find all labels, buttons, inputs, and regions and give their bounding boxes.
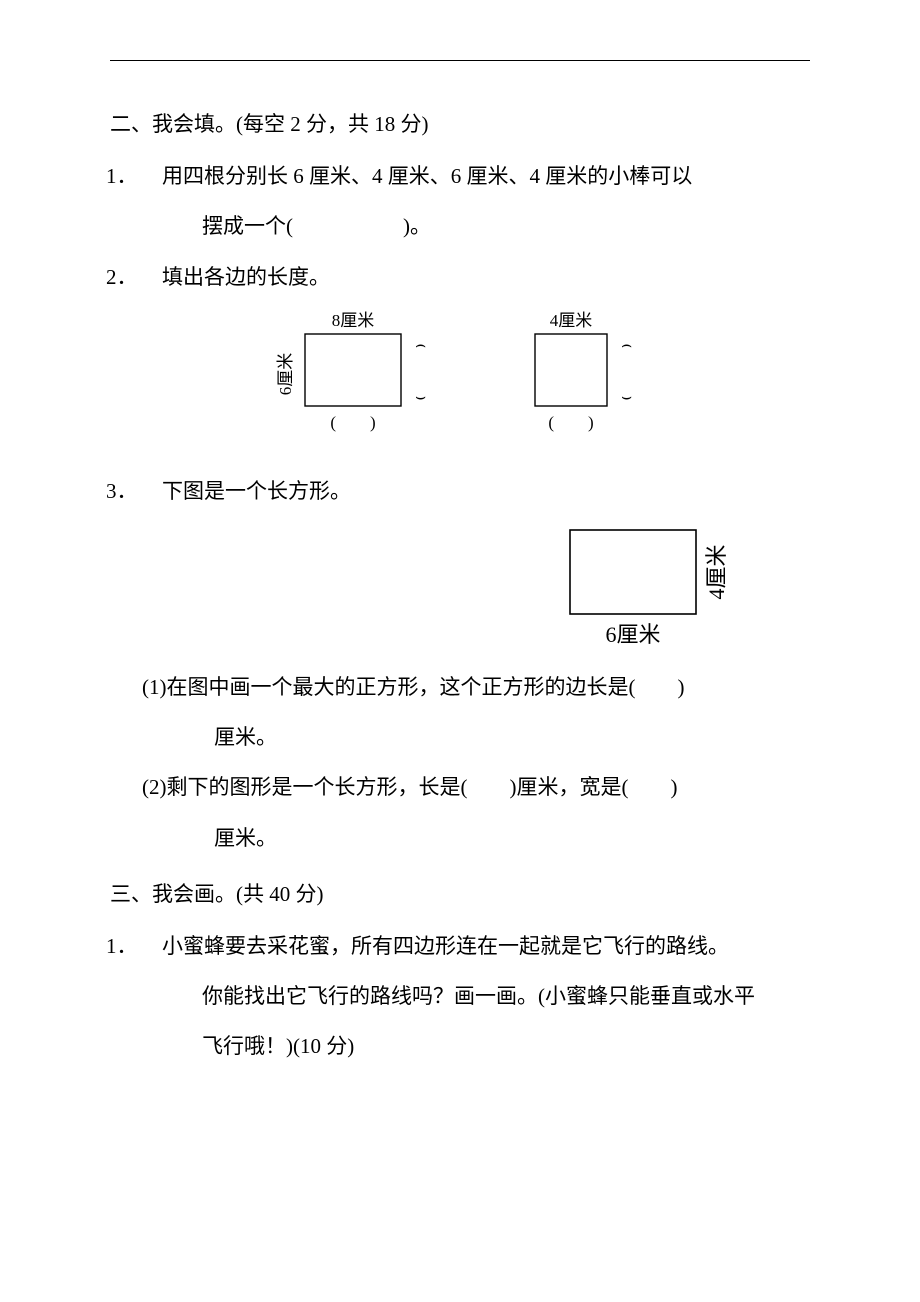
q2-3-sub1-text: 在图中画一个最大的正方形，这个正方形的边长是( )	[167, 675, 685, 699]
q2-2-figures: 8厘米 6厘米 ⌢ ⌣ ( ) 4厘米 ⌢ ⌣ ( )	[110, 310, 810, 450]
q3-1-line1: 1．小蜜蜂要去采花蜜，所有四边形连在一起就是它飞行的路线。	[110, 923, 810, 969]
q3-1-text1: 小蜜蜂要去采花蜜，所有四边形连在一起就是它飞行的路线。	[162, 934, 729, 958]
q2-3-sub1-line2: 厘米。	[110, 714, 810, 760]
fig3-right-label: 4厘米	[704, 544, 729, 599]
q2-2-text: 填出各边的长度。	[162, 265, 330, 289]
top-rule	[110, 60, 810, 61]
fig1-rect	[305, 334, 401, 406]
fig3-rect	[570, 530, 696, 614]
q2-3-sub1-line1: (1)在图中画一个最大的正方形，这个正方形的边长是( )	[110, 664, 810, 710]
q2-1-number: 1．	[134, 153, 162, 199]
q2-3-sub1-label: (1)	[142, 675, 167, 699]
section-3-title: 三、我会画。(共 40 分)	[110, 871, 810, 917]
fig1-top-label: 8厘米	[332, 311, 375, 330]
q2-3-fig: 6厘米 4厘米	[560, 520, 770, 660]
q2-3-sub2-line1: (2)剩下的图形是一个长方形，长是( )厘米，宽是( )	[110, 764, 810, 810]
q2-2-fig2: 4厘米 ⌢ ⌣ ( )	[505, 310, 665, 450]
q2-2-fig1: 8厘米 6厘米 ⌢ ⌣ ( )	[255, 310, 445, 450]
fig1-right-top-paren: ⌢	[415, 335, 426, 354]
fig1-left-label: 6厘米	[276, 353, 295, 396]
fig2-right-top-paren: ⌢	[621, 335, 632, 354]
q2-3-figure-wrap: 6厘米 4厘米	[110, 520, 810, 660]
q2-3-sub2-line2: 厘米。	[110, 815, 810, 861]
q2-3-line1: 3．下图是一个长方形。	[110, 468, 810, 514]
q3-1-line3: 飞行哦！)(10 分)	[110, 1023, 810, 1069]
fig2-bottom-paren: ( )	[548, 413, 593, 432]
q2-1-suffix: )。	[403, 214, 431, 238]
fig2-rect	[535, 334, 607, 406]
q2-1-line1: 1．用四根分别长 6 厘米、4 厘米、6 厘米、4 厘米的小棒可以	[110, 153, 810, 199]
q2-2-line1: 2．填出各边的长度。	[110, 254, 810, 300]
q2-1-text-a: 用四根分别长 6 厘米、4 厘米、6 厘米、4 厘米的小棒可以	[162, 164, 692, 188]
q2-3-number: 3．	[134, 468, 162, 514]
q2-3-text: 下图是一个长方形。	[162, 479, 351, 503]
q2-3-sub2-label: (2)	[142, 775, 167, 799]
fig3-bottom-label: 6厘米	[605, 622, 660, 647]
section-2-title: 二、我会填。(每空 2 分，共 18 分)	[110, 101, 810, 147]
fig2-right-bot-paren: ⌣	[621, 387, 632, 406]
fig2-top-label: 4厘米	[550, 311, 593, 330]
q3-1-line2: 你能找出它飞行的路线吗？画一画。(小蜜蜂只能垂直或水平	[110, 973, 810, 1019]
q2-1-line2: 摆成一个( )。	[110, 203, 810, 249]
page: 二、我会填。(每空 2 分，共 18 分) 1．用四根分别长 6 厘米、4 厘米…	[0, 0, 920, 1153]
q3-1-number: 1．	[134, 923, 162, 969]
fig1-right-bot-paren: ⌣	[415, 387, 426, 406]
fig1-bottom-paren: ( )	[330, 413, 375, 432]
q2-3-sub2-text: 剩下的图形是一个长方形，长是( )厘米，宽是( )	[167, 775, 678, 799]
q2-1-prefix: 摆成一个(	[202, 214, 293, 238]
q2-2-number: 2．	[134, 254, 162, 300]
